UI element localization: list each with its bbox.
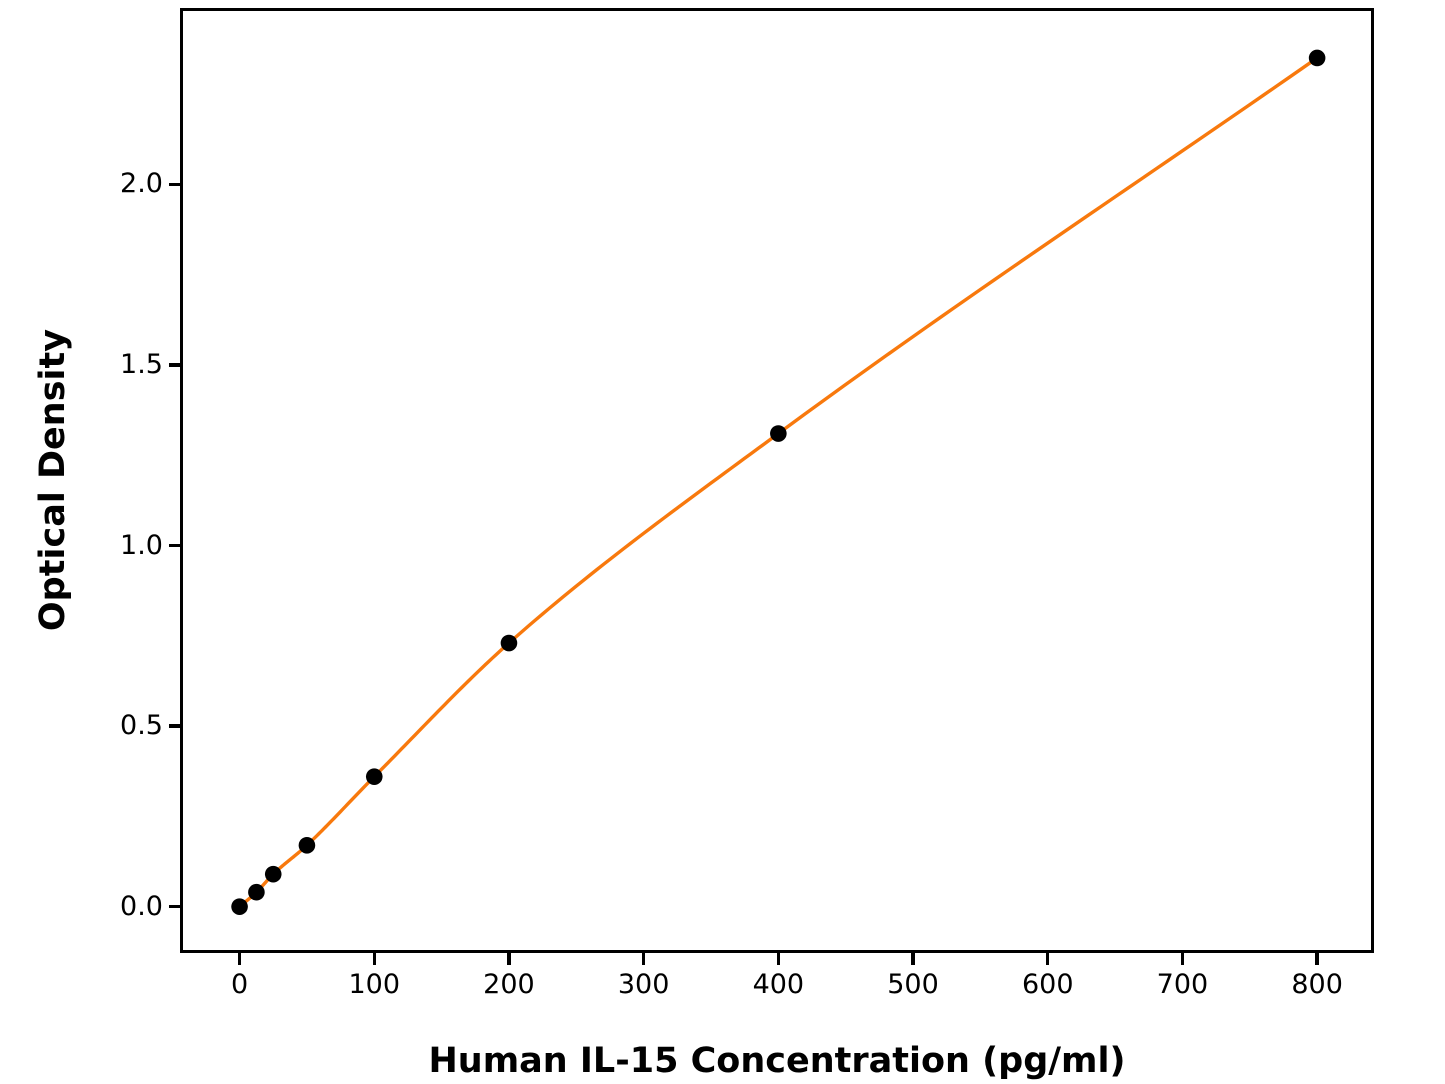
x-tick-mark — [1180, 953, 1185, 965]
y-tick-label: 0.0 — [120, 890, 163, 922]
data-point-marker — [770, 425, 787, 442]
x-tick-mark — [911, 953, 915, 965]
y-tick-mark — [169, 182, 180, 187]
x-tick-mark — [1315, 953, 1319, 965]
y-tick-label: 0.5 — [120, 710, 163, 742]
x-tick-label: 700 — [1156, 969, 1209, 1000]
y-tick-mark — [169, 543, 180, 548]
y-tick-label: 1.5 — [120, 348, 163, 380]
x-tick-mark — [237, 953, 242, 965]
x-tick-label: 100 — [348, 969, 401, 1000]
data-point-marker — [298, 836, 316, 854]
x-tick-label: 800 — [1291, 969, 1343, 1000]
y-axis-title: Optical Density — [33, 328, 73, 632]
data-point-marker — [365, 768, 383, 785]
fit-curve-line — [237, 56, 1319, 909]
y-tick-label: 2.0 — [120, 168, 163, 200]
data-point-marker — [1308, 49, 1326, 67]
data-point-marker — [500, 634, 518, 652]
y-tick-mark — [169, 363, 180, 367]
y-tick-mark — [169, 724, 180, 728]
data-point-marker — [231, 898, 248, 915]
data-point-marker — [248, 883, 265, 901]
y-tick-mark — [169, 904, 180, 909]
x-tick-mark — [507, 953, 511, 965]
x-tick-mark — [641, 953, 646, 965]
x-tick-label: 400 — [752, 969, 805, 1000]
x-axis-title: Human IL-15 Concentration (pg/ml) — [428, 1041, 1126, 1081]
x-tick-mark — [776, 953, 781, 965]
plot-canvas — [231, 49, 1326, 915]
x-tick-label: 500 — [887, 969, 939, 1000]
x-tick-mark — [1046, 953, 1050, 965]
y-tick-label: 1.0 — [120, 529, 163, 561]
x-tick-label: 0 — [230, 969, 249, 1000]
x-tick-mark — [372, 953, 376, 965]
plot-area — [180, 8, 1374, 953]
x-tick-label: 600 — [1021, 969, 1074, 1000]
x-tick-label: 300 — [617, 969, 670, 1000]
data-point-marker — [264, 865, 282, 883]
x-tick-label: 200 — [483, 969, 535, 1000]
